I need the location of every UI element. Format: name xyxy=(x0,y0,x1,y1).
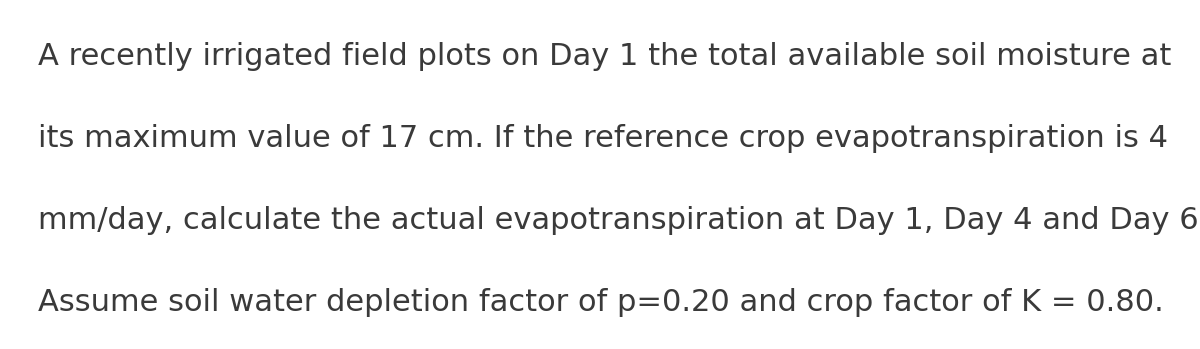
Text: A recently irrigated field plots on Day 1 the total available soil moisture at: A recently irrigated field plots on Day … xyxy=(38,42,1171,71)
Text: mm/day, calculate the actual evapotranspiration at Day 1, Day 4 and Day 6.: mm/day, calculate the actual evapotransp… xyxy=(38,206,1200,235)
Text: its maximum value of 17 cm. If the reference crop evapotranspiration is 4: its maximum value of 17 cm. If the refer… xyxy=(38,124,1169,153)
Text: Assume soil water depletion factor of p=0.20 and crop factor of K = 0.80.: Assume soil water depletion factor of p=… xyxy=(38,288,1164,317)
